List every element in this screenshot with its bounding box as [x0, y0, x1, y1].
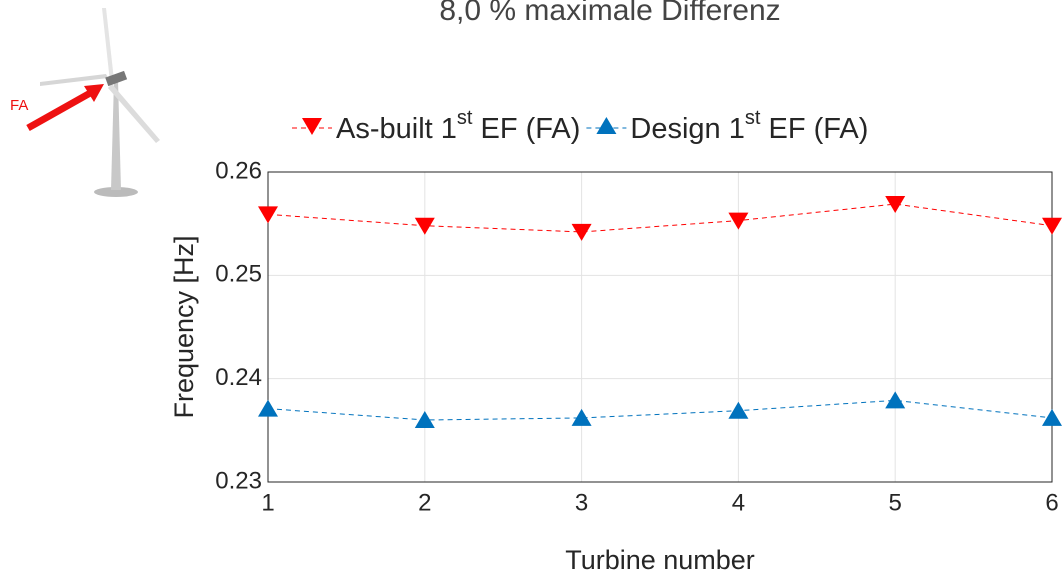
legend-text: Design 1: [630, 113, 744, 145]
x-tick-label: 5: [889, 489, 902, 516]
data-point: [728, 212, 749, 230]
y-tick-label: 0.24: [215, 364, 262, 391]
y-axis-label: Frequency [Hz]: [169, 235, 199, 418]
data-point: [885, 196, 906, 214]
plot-area: [267, 171, 1053, 483]
data-point: [414, 217, 435, 235]
data-point: [571, 408, 592, 426]
data-point: [414, 411, 435, 428]
legend-label: As-built 1st EF (FA): [336, 107, 580, 144]
x-tick-label: 2: [418, 489, 431, 516]
y-tick-label: 0.26: [215, 157, 262, 184]
data-point: [258, 206, 278, 224]
legend-marker: [302, 118, 322, 135]
plot-frame: [267, 171, 1053, 483]
y-tick-label: 0.23: [215, 467, 262, 494]
legend-marker: [596, 117, 617, 134]
chart-title: 8,0 % maximale Differenz: [439, 0, 780, 27]
legend-label: Design 1st EF (FA): [630, 107, 868, 144]
data-point: [571, 223, 592, 241]
x-tick-label: 1: [261, 489, 274, 516]
data-point: [1042, 217, 1062, 235]
x-tick-label: 6: [1045, 489, 1058, 516]
x-tick-label: 4: [732, 489, 745, 516]
data-point: [258, 399, 278, 417]
y-tick-label: 0.25: [215, 261, 262, 288]
annotation: FA: [10, 97, 28, 114]
legend-text: EF (FA): [472, 113, 580, 145]
legend-superscript: st: [745, 107, 761, 129]
data-point: [885, 391, 906, 409]
data-point: [728, 401, 749, 419]
x-axis-label: Turbine number: [565, 545, 755, 573]
legend-superscript: st: [457, 107, 473, 129]
x-tick-label: 3: [575, 489, 588, 516]
legend-text: EF (FA): [760, 113, 868, 145]
turbine-icon: [26, 8, 160, 197]
data-point: [1042, 408, 1062, 426]
legend-text: As-built 1: [336, 113, 457, 145]
